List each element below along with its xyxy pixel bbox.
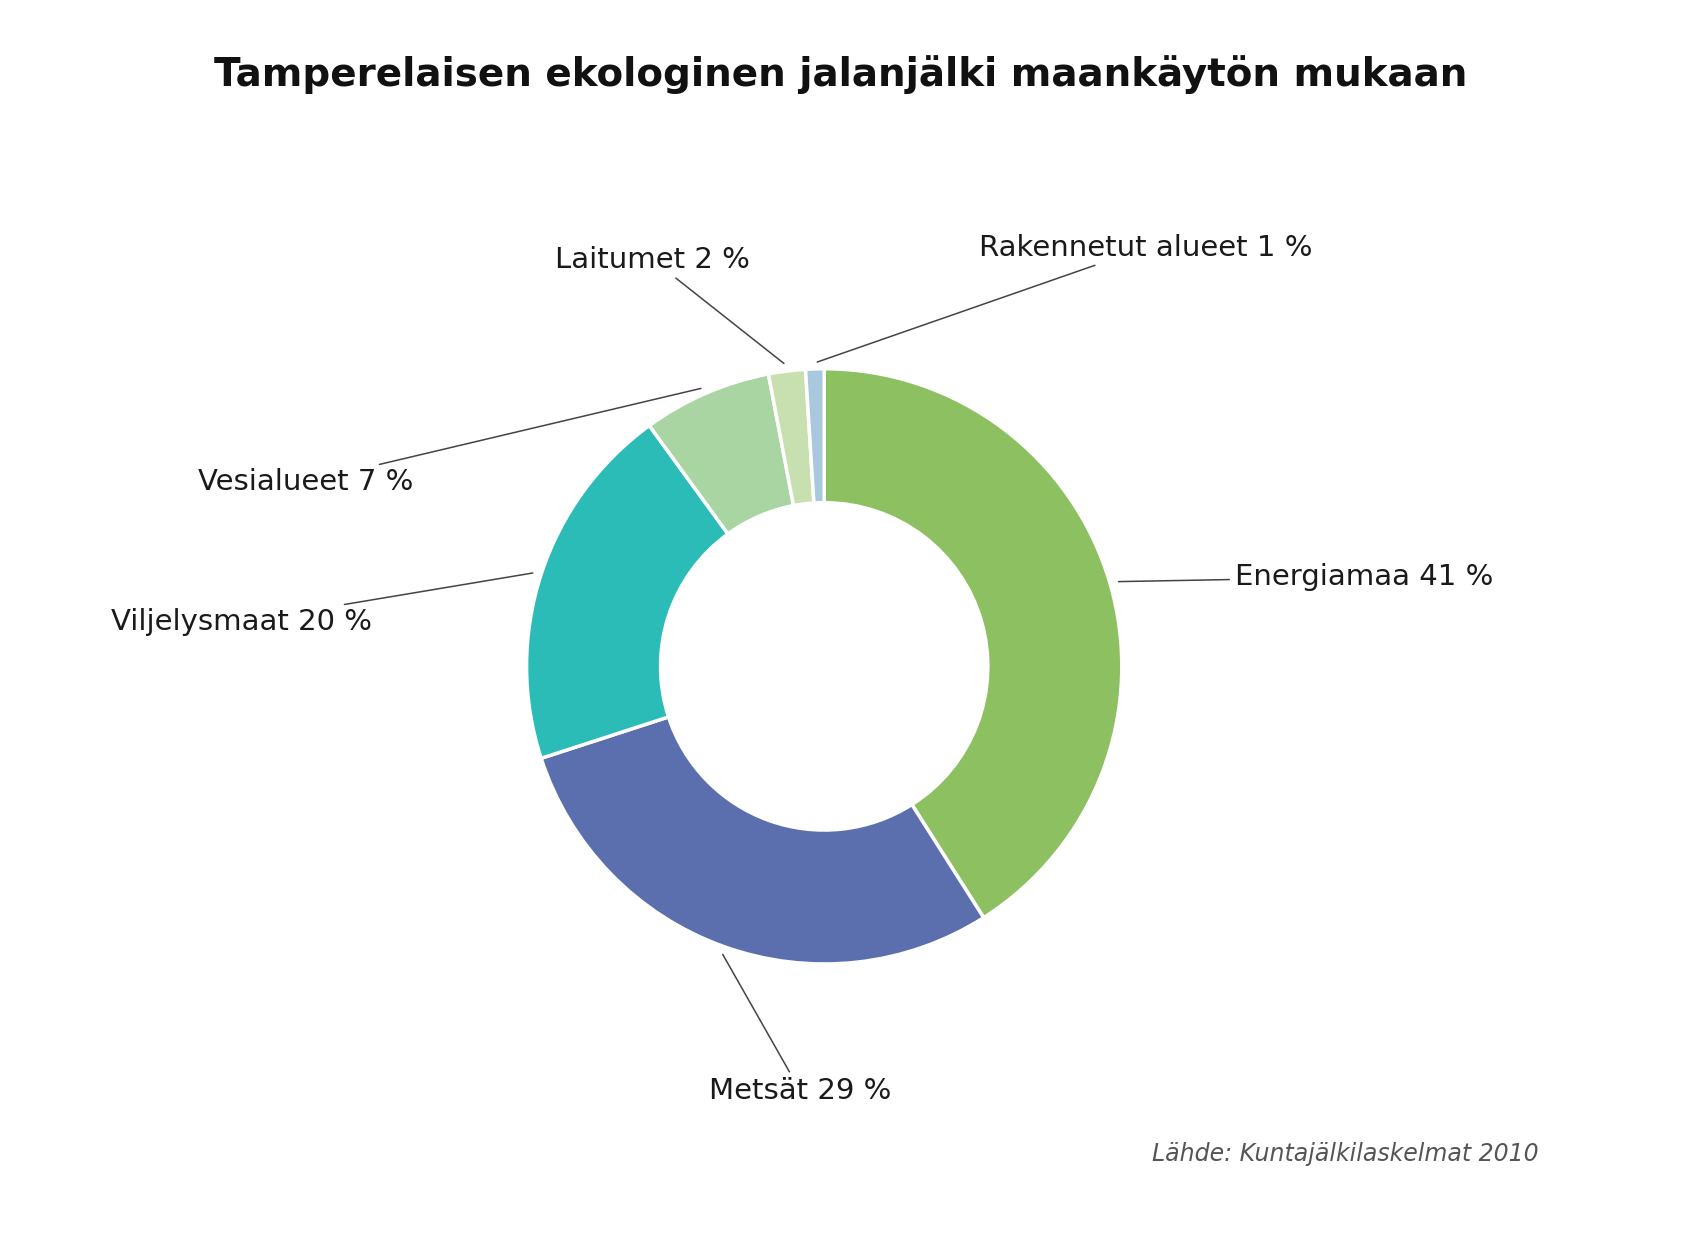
Text: Metsät 29 %: Metsät 29 % — [710, 954, 891, 1106]
Text: Tamperelaisen ekologinen jalanjälki maankäytön mukaan: Tamperelaisen ekologinen jalanjälki maan… — [214, 56, 1468, 95]
Text: Laitumet 2 %: Laitumet 2 % — [555, 246, 784, 364]
Text: Vesialueet 7 %: Vesialueet 7 % — [198, 389, 701, 496]
Wedge shape — [526, 426, 728, 759]
Text: Lähde: Kuntajälkilaskelmat 2010: Lähde: Kuntajälkilaskelmat 2010 — [1152, 1143, 1539, 1166]
Wedge shape — [824, 369, 1122, 918]
Text: Viljelysmaat 20 %: Viljelysmaat 20 % — [111, 573, 533, 636]
Wedge shape — [806, 369, 824, 503]
Wedge shape — [649, 374, 794, 534]
Wedge shape — [542, 717, 984, 964]
Wedge shape — [769, 369, 814, 506]
Text: Rakennetut alueet 1 %: Rakennetut alueet 1 % — [817, 233, 1312, 362]
Text: Energiamaa 41 %: Energiamaa 41 % — [1119, 563, 1494, 591]
